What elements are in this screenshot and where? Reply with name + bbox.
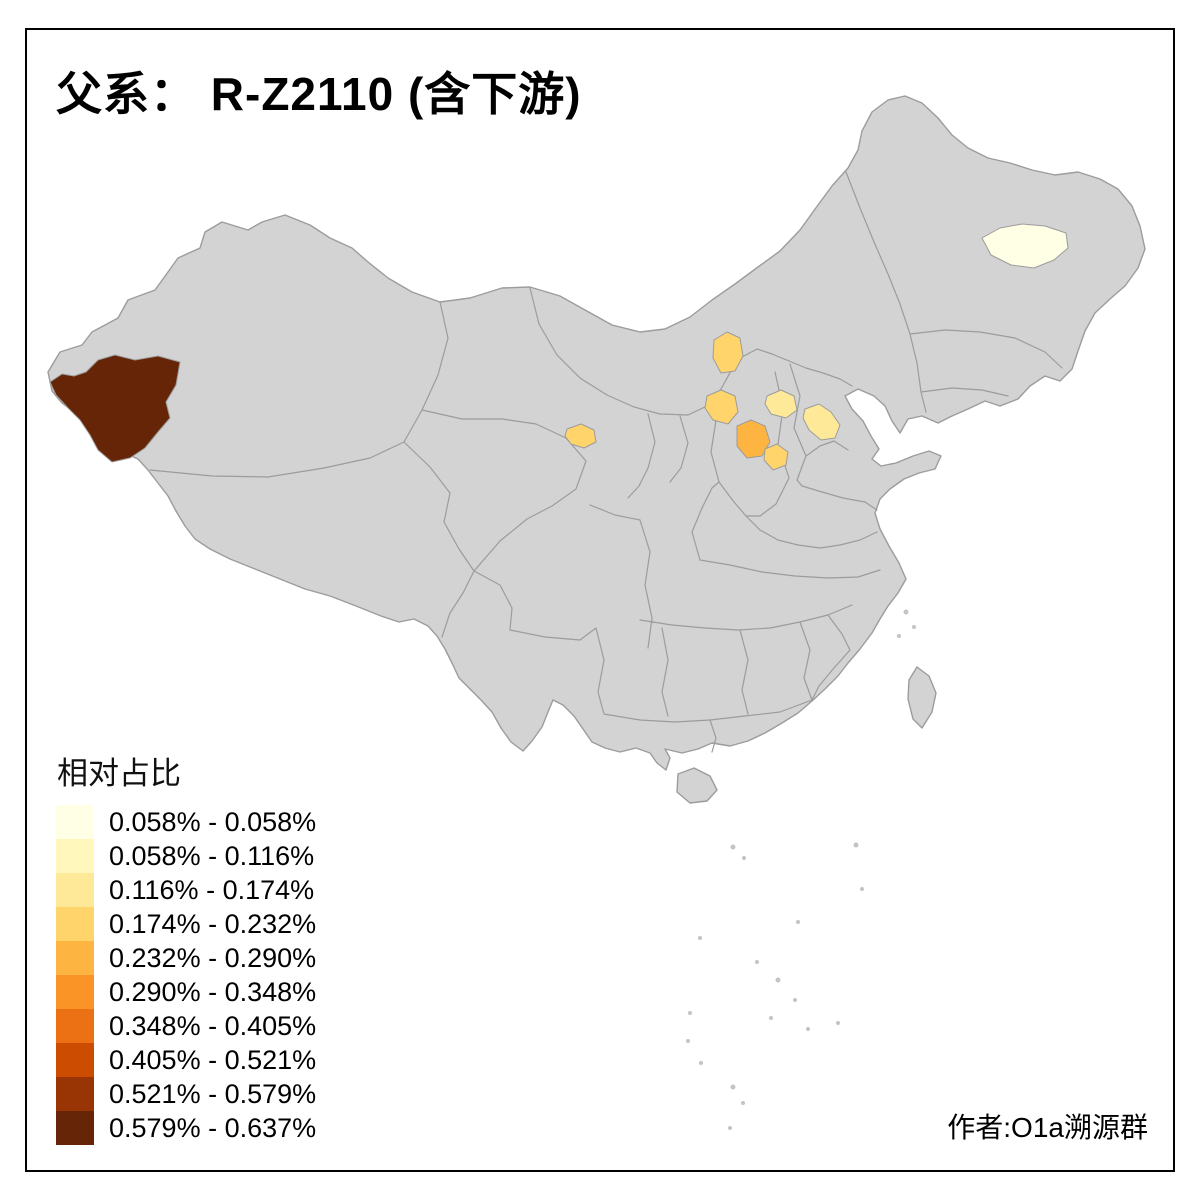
legend-swatch: [56, 805, 94, 839]
legend-label: 0.058% - 0.058%: [109, 807, 317, 837]
map-region-central-heilongjiang: [981, 223, 1069, 269]
legend-item: 0.290% - 0.348%: [56, 975, 316, 1009]
legend-label: 0.058% - 0.116%: [109, 841, 315, 871]
legend-items: 0.058% - 0.058% 0.058% - 0.116% 0.116% - 0…: [56, 805, 316, 1145]
legend-swatch: [56, 907, 94, 941]
legend-label: 0.290% - 0.348%: [109, 977, 317, 1007]
legend-item: 0.521% - 0.579%: [56, 1077, 316, 1111]
attribution-text: 作者:O1a溯源群: [947, 1112, 1148, 1143]
legend-item: 0.058% - 0.058%: [56, 805, 316, 839]
legend-label: 0.116% - 0.174%: [109, 875, 315, 905]
china-mainland-outline: [47, 95, 1146, 771]
map-region-central-hebei: [764, 389, 798, 419]
map-base-group: [47, 95, 1146, 804]
legend-label: 0.348% - 0.405%: [109, 1011, 317, 1041]
province-borders: [149, 171, 1063, 753]
legend-item: 0.405% - 0.521%: [56, 1043, 316, 1077]
legend-label: 0.521% - 0.579%: [109, 1079, 317, 1109]
sea-islands: [686, 609, 916, 1130]
legend-item: 0.058% - 0.116%: [56, 839, 316, 873]
page-title: 父系： R-Z2110 (含下游): [56, 68, 582, 120]
legend-swatch: [56, 1009, 94, 1043]
legend-swatch: [56, 839, 94, 873]
legend-item: 0.232% - 0.290%: [56, 941, 316, 975]
map-region-southeast-shanxi: [763, 443, 789, 471]
legend-item: 0.174% - 0.232%: [56, 907, 316, 941]
legend-swatch: [56, 1043, 94, 1077]
taiwan-island: [907, 666, 937, 729]
hainan-island: [676, 767, 718, 804]
legend-item: 0.348% - 0.405%: [56, 1009, 316, 1043]
legend-swatch: [56, 1077, 94, 1111]
legend-label: 0.405% - 0.521%: [109, 1045, 317, 1075]
legend-swatch: [56, 941, 94, 975]
map-region-northwest-shanxi: [704, 389, 739, 425]
map-region-north-shanxi-border: [712, 331, 744, 374]
legend-swatch: [56, 975, 94, 1009]
legend-swatch: [56, 873, 94, 907]
map-region-central-gansu: [564, 423, 597, 449]
legend-label: 0.232% - 0.290%: [109, 943, 317, 973]
legend-item: 0.579% - 0.637%: [56, 1111, 316, 1145]
legend-swatch: [56, 1111, 94, 1145]
legend-label: 0.174% - 0.232%: [109, 909, 317, 939]
legend: 相对占比 0.058% - 0.058% 0.058% - 0.116% 0.116…: [56, 748, 316, 1145]
highlighted-regions-group: [49, 223, 1069, 471]
legend-label: 0.579% - 0.637%: [109, 1113, 317, 1143]
map-region-northwest-shandong: [802, 403, 841, 441]
legend-title: 相对占比: [57, 756, 181, 791]
legend-item: 0.116% - 0.174%: [56, 873, 316, 907]
map-region-southwest-xinjiang: [49, 354, 181, 463]
